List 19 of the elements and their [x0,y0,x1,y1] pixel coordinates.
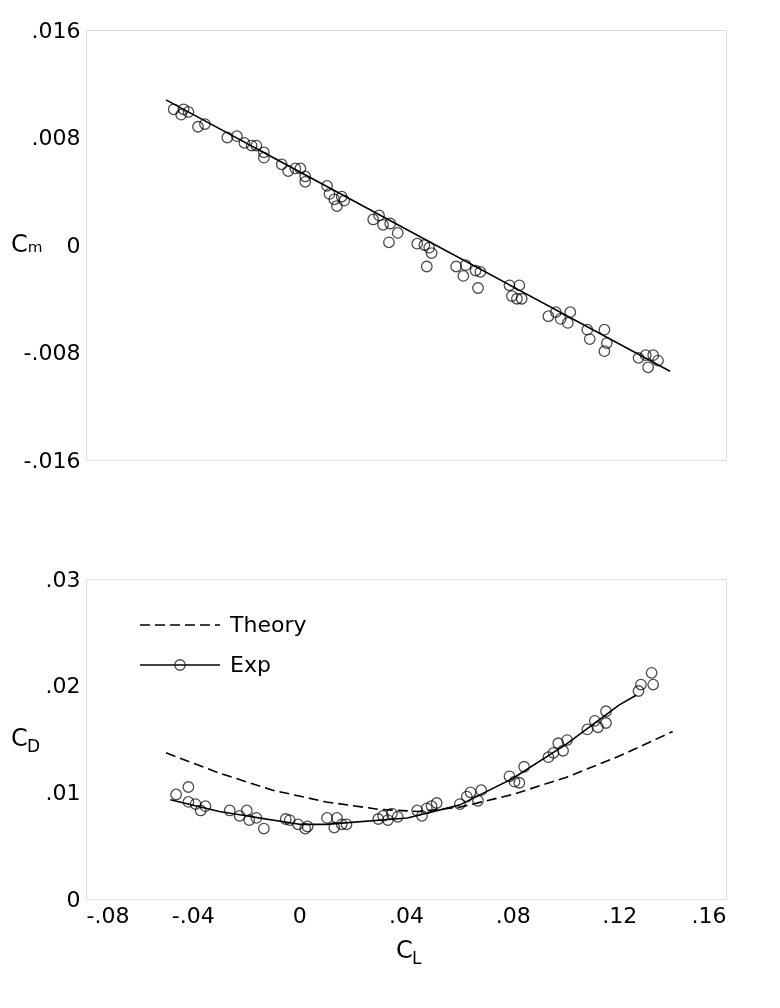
x-tick-label: 0 [292,902,307,928]
y-tick-label: 0 [66,886,81,912]
y-tick-label: 0 [66,232,81,258]
y-tick-label: .016 [31,17,81,43]
x-tick-label: .04 [389,902,424,928]
legend-label: Exp [230,652,271,677]
x-tick-label: .12 [602,902,638,928]
y-axis-title: Cₘ [11,230,43,258]
x-tick-label: .16 [691,902,727,928]
x-tick-label: -.08 [86,902,130,928]
legend-label: Theory [229,612,307,637]
y-tick-label: .01 [45,779,81,805]
y-tick-label: -.016 [23,447,81,473]
x-tick-label: -.04 [171,902,215,928]
y-tick-label: -.008 [23,340,81,365]
x-tick-label: .08 [495,902,531,928]
y-tick-label: .03 [45,566,81,592]
y-tick-label: .02 [45,673,81,699]
y-tick-label: .008 [31,125,81,150]
